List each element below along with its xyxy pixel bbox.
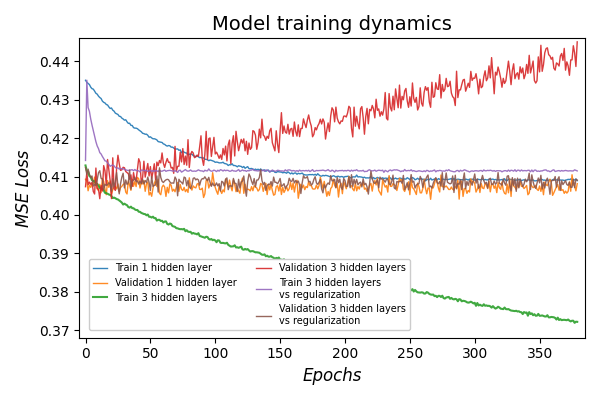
Validation 1 hidden layer (82, 177, 89, 182)
Train 3 hidden layers
vs regularization (174, 170, 181, 175)
Validation 1 hidden layer (355, 184, 362, 189)
Validation 3 hidden layers
vs regularization (574, 178, 581, 182)
Validation 3 hidden layers
vs regularization (375, 185, 382, 190)
Line: Train 3 hidden layers: Train 3 hidden layers (86, 166, 577, 323)
Train 3 hidden layers (82, 163, 89, 168)
Line: Train 1 hidden layer: Train 1 hidden layer (86, 80, 577, 181)
Validation 3 hidden layers (448, 91, 455, 96)
Train 3 hidden layers (574, 320, 581, 324)
Validation 3 hidden layers (302, 125, 310, 130)
Train 3 hidden layers (170, 224, 178, 229)
Train 3 hidden layers
vs regularization (304, 169, 311, 174)
Line: Validation 3 hidden layers
vs regularization: Validation 3 hidden layers vs regulariza… (86, 168, 577, 196)
Validation 1 hidden layer (461, 186, 468, 191)
Train 3 hidden layers
vs regularization (376, 168, 383, 173)
Train 1 hidden layer (170, 146, 178, 150)
X-axis label: Epochs: Epochs (302, 367, 362, 385)
Train 3 hidden layers (374, 282, 381, 286)
Validation 3 hidden layers
vs regularization (82, 165, 89, 170)
Validation 1 hidden layer (449, 187, 456, 192)
Train 3 hidden layers (458, 299, 466, 304)
Train 1 hidden layer (82, 78, 89, 83)
Train 3 hidden layers (301, 264, 308, 268)
Legend: Train 1 hidden layer, Validation 1 hidden layer, Train 3 hidden layers, Validati: Train 1 hidden layer, Validation 1 hidde… (89, 259, 410, 330)
Validation 3 hidden layers (96, 196, 103, 201)
Validation 1 hidden layer (574, 181, 581, 186)
Train 3 hidden layers
vs regularization (449, 169, 456, 174)
Train 1 hidden layer (448, 176, 455, 181)
Train 1 hidden layer (574, 178, 581, 183)
Validation 3 hidden layers (460, 78, 467, 82)
Validation 3 hidden layers (172, 144, 179, 149)
Validation 3 hidden layers (375, 106, 382, 111)
Line: Validation 1 hidden layer: Validation 1 hidden layer (86, 173, 577, 199)
Validation 1 hidden layer (375, 188, 382, 193)
Validation 3 hidden layers
vs regularization (170, 181, 178, 186)
Validation 3 hidden layers
vs regularization (243, 194, 250, 198)
Train 3 hidden layers
vs regularization (172, 168, 179, 173)
Validation 1 hidden layer (302, 184, 310, 189)
Train 1 hidden layer (301, 172, 308, 177)
Validation 3 hidden layers
vs regularization (448, 181, 455, 186)
Train 3 hidden layers (446, 296, 454, 301)
Validation 1 hidden layer (427, 197, 434, 202)
Train 3 hidden layers
vs regularization (356, 168, 363, 173)
Line: Train 3 hidden layers
vs regularization: Train 3 hidden layers vs regularization (86, 80, 577, 172)
Validation 3 hidden layers
vs regularization (355, 182, 362, 187)
Line: Validation 3 hidden layers: Validation 3 hidden layers (86, 42, 577, 199)
Validation 1 hidden layer (209, 170, 216, 175)
Train 3 hidden layers (571, 320, 578, 325)
Train 3 hidden layers
vs regularization (82, 158, 89, 163)
Validation 3 hidden layers (82, 184, 89, 189)
Train 1 hidden layer (422, 178, 429, 183)
Title: Model training dynamics: Model training dynamics (212, 15, 452, 34)
Y-axis label: MSE Loss: MSE Loss (15, 150, 33, 227)
Validation 3 hidden layers (574, 40, 581, 44)
Train 1 hidden layer (374, 175, 381, 180)
Train 3 hidden layers (353, 277, 360, 282)
Train 3 hidden layers
vs regularization (83, 78, 91, 83)
Train 3 hidden layers
vs regularization (574, 168, 581, 173)
Train 1 hidden layer (460, 178, 467, 182)
Validation 1 hidden layer (170, 187, 178, 192)
Train 1 hidden layer (353, 173, 360, 178)
Validation 3 hidden layers
vs regularization (460, 178, 467, 182)
Train 3 hidden layers
vs regularization (461, 168, 468, 172)
Validation 3 hidden layers
vs regularization (302, 176, 310, 180)
Validation 3 hidden layers (355, 122, 362, 126)
